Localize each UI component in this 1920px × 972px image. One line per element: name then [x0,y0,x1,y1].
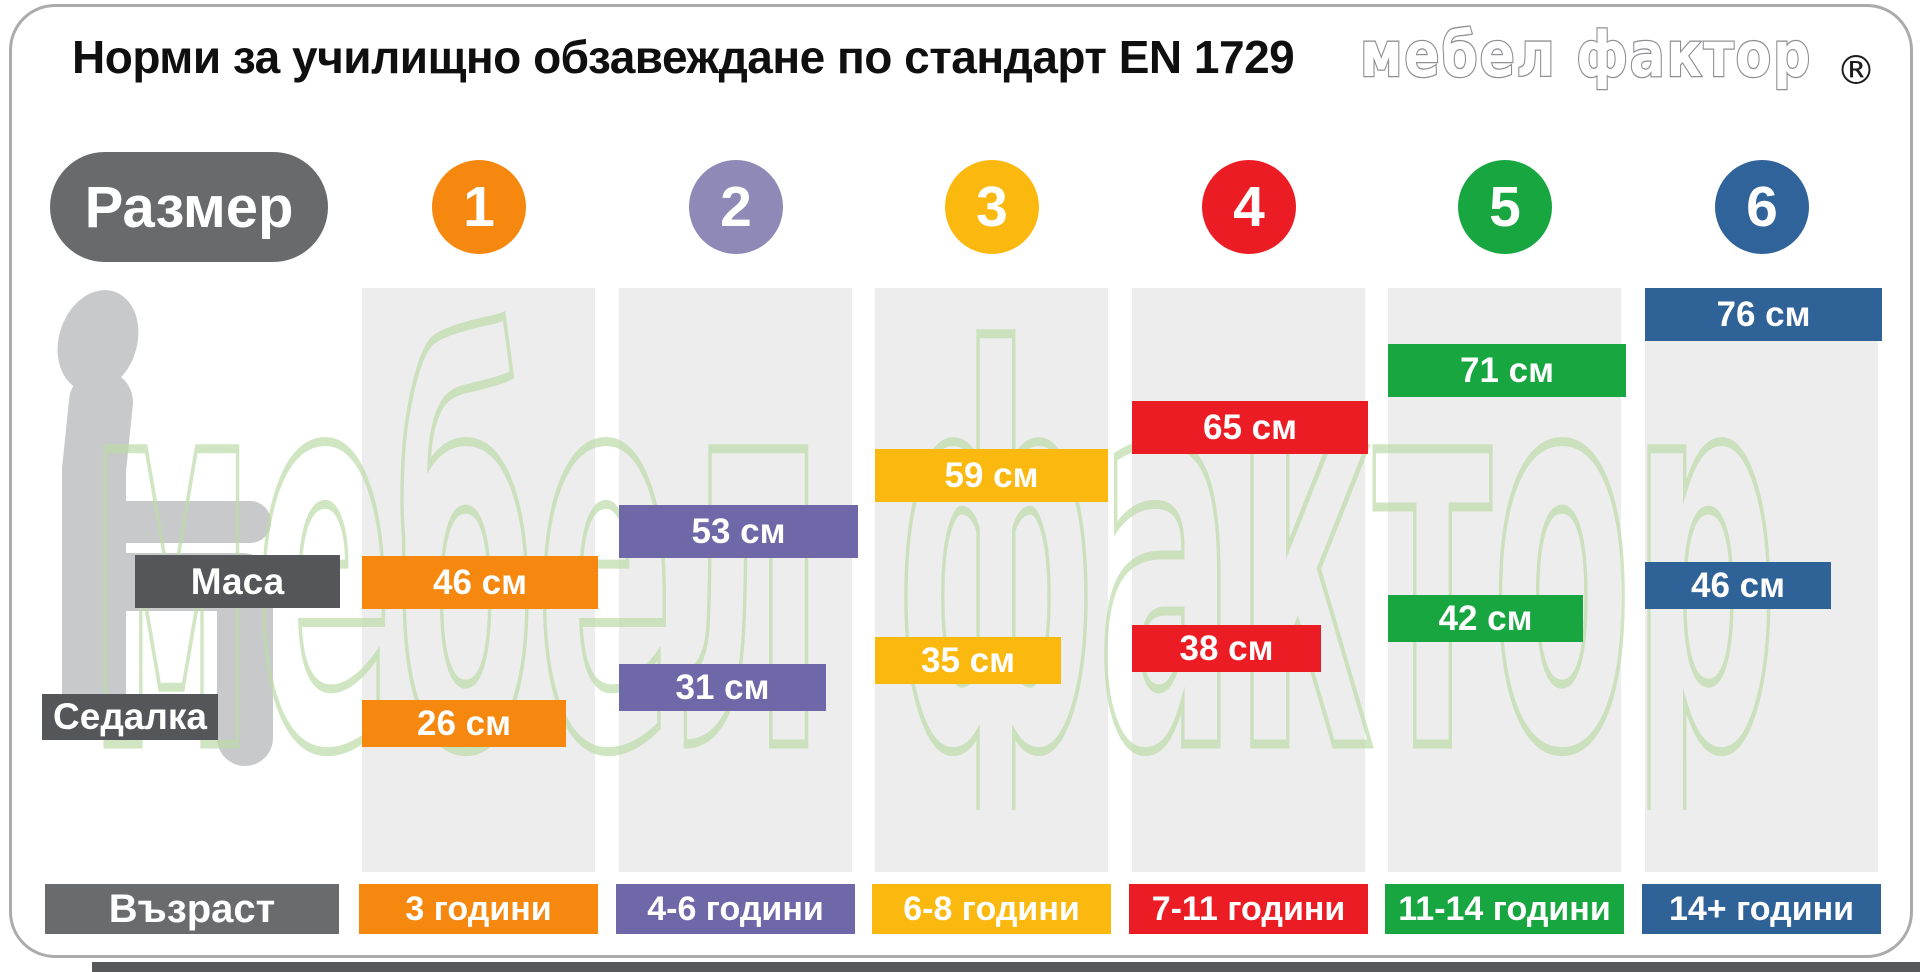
size-3-age-box: 6-8 години [872,884,1111,934]
size-2-age-box: 4-6 години [616,884,855,934]
size-1-age-box: 3 години [359,884,598,934]
size-6-seat-height-bar: 46 см [1645,562,1831,609]
brand-logo: мебел фактор ® [1358,17,1898,103]
size-3-seat-height-bar: 35 см [875,637,1061,684]
registered-trademark-icon: ® [1836,48,1876,94]
size-3-circle-badge: 3 [945,160,1039,254]
size-4-table-height-bar: 65 см [1132,401,1368,454]
size-4-age-box: 7-11 години [1129,884,1368,934]
size-4-column-background [1132,288,1365,872]
size-5-circle-badge: 5 [1458,160,1552,254]
page-title: Норми за училищно обзавеждане по стандар… [72,31,1295,83]
card-border [9,4,1913,958]
size-3-table-height-bar: 59 см [875,449,1108,502]
size-4-circle-badge: 4 [1202,160,1296,254]
size-5-seat-height-bar: 42 см [1388,595,1583,642]
size-5-table-height-bar: 71 см [1388,344,1626,397]
size-1-seat-height-bar: 26 см [362,700,566,747]
size-2-column-background [619,288,852,872]
bottom-shadow-bar [92,962,1920,972]
age-row-header: Възраст [45,884,339,934]
size-5-age-box: 11-14 години [1385,884,1624,934]
size-6-table-height-bar: 76 см [1645,288,1882,341]
seat-row-header: Седалка [42,694,218,740]
size-6-age-box: 14+ години [1642,884,1881,934]
size-1-table-height-bar: 46 см [362,556,598,609]
brand-logo-text: мебел фактор [1360,18,1812,91]
size-3-column-background [875,288,1108,872]
size-4-seat-height-bar: 38 см [1132,625,1321,672]
table-row-header: Маса [135,555,340,608]
size-row-header: Размер [50,152,328,262]
size-1-circle-badge: 1 [432,160,526,254]
size-2-table-height-bar: 53 см [619,505,858,558]
size-2-seat-height-bar: 31 см [619,664,826,711]
size-6-circle-badge: 6 [1715,160,1809,254]
size-2-circle-badge: 2 [689,160,783,254]
